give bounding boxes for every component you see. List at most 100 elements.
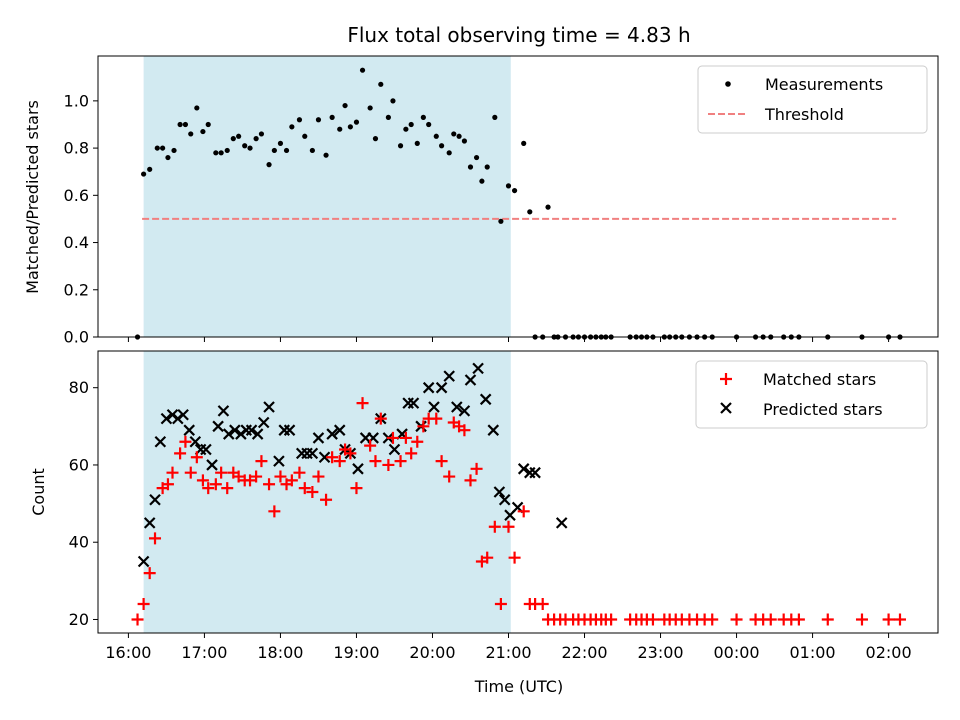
legend-label-measurements: Measurements xyxy=(765,75,883,94)
matched-stars-point xyxy=(312,470,325,483)
bottom-legend-box xyxy=(695,360,928,429)
matched-stars-point xyxy=(502,520,515,533)
measurement-point xyxy=(347,124,353,130)
measurement-point xyxy=(446,150,452,156)
predicted-stars-point xyxy=(498,493,511,506)
measurement-point xyxy=(353,119,360,125)
matched-stars-point xyxy=(605,613,618,626)
measurement-point xyxy=(461,138,468,144)
measurement-point xyxy=(479,178,485,184)
measurement-point xyxy=(439,143,445,149)
measurement-point xyxy=(342,102,348,109)
predicted-stars-point xyxy=(517,463,530,475)
x-tick-label: 23:00 xyxy=(637,643,683,662)
y-tick-label: 0.6 xyxy=(64,186,89,205)
predicted-stars-point xyxy=(149,493,161,506)
matched-stars-point xyxy=(399,431,412,444)
matched-stars-point xyxy=(374,412,387,425)
legend-label-matched: Matched stars xyxy=(763,370,876,389)
matched-stars-point xyxy=(517,505,530,518)
matched-stars-point xyxy=(161,478,174,491)
bottom-x-ticks: 16:00 17:00 18:00 19:00 20:00 21:00 22:00 23:00… xyxy=(105,633,912,662)
matched-stars-point xyxy=(326,451,339,464)
matched-stars-point xyxy=(481,551,494,564)
predicted-stars-point xyxy=(183,424,195,436)
measurement-point xyxy=(545,204,551,210)
top-axes-frame xyxy=(97,55,939,338)
measurement-point xyxy=(378,81,384,87)
measurement-point xyxy=(505,183,512,189)
predicted-stars-point xyxy=(388,443,401,456)
measurement-point xyxy=(403,126,409,132)
matched-stars-point xyxy=(458,424,471,437)
predicted-stars-point xyxy=(451,401,463,413)
matched-stars-point xyxy=(470,462,483,475)
y-tick-label: 20 xyxy=(69,610,89,629)
measurement-point xyxy=(253,136,259,142)
matched-stars-point xyxy=(382,458,395,471)
matched-stars-point xyxy=(488,520,501,533)
matched-stars-point xyxy=(855,613,868,626)
y-tick-label: 0.2 xyxy=(64,280,89,299)
measurement-point xyxy=(283,147,290,154)
matched-stars-point xyxy=(430,412,443,425)
matched-stars-point xyxy=(174,447,187,460)
matched-stars-point xyxy=(443,470,456,483)
x-tick-label: 01:00 xyxy=(790,643,836,662)
matched-stars-point xyxy=(179,435,192,448)
y-tick-label: 0.8 xyxy=(64,139,89,158)
matched-stars-point xyxy=(244,474,257,487)
matched-stars-point xyxy=(350,482,363,495)
matched-stars-point xyxy=(190,451,203,464)
measurement-point xyxy=(154,145,160,151)
y-tick-label: 60 xyxy=(69,455,89,474)
predicted-stars-point xyxy=(222,428,235,440)
matched-stars-point xyxy=(298,482,311,495)
predicted-stars-point xyxy=(326,428,338,440)
matched-stars-point xyxy=(706,613,719,626)
count-panel: 20 40 60 80 16:00 17:00 18:00 19:00 20:00 21:00 2… xyxy=(29,350,939,696)
matched-stars-point xyxy=(263,478,276,491)
matched-stars-point xyxy=(764,613,777,626)
x-tick-label: 17:00 xyxy=(181,643,227,662)
matched-stars-point xyxy=(536,598,549,611)
matched-stars-point xyxy=(893,613,906,626)
matched-stars-point xyxy=(131,613,144,626)
matched-stars-point xyxy=(394,455,407,468)
legend-label-threshold: Threshold xyxy=(764,105,844,124)
ratio-panel: Flux total observing time = 4.83 h 0.00.… xyxy=(23,23,939,347)
predicted-stars-point xyxy=(407,397,420,409)
matched-stars-point xyxy=(209,478,222,491)
matched-stars-point xyxy=(821,613,834,626)
measurement-point xyxy=(492,114,498,120)
legend-marker-measurements xyxy=(725,81,731,87)
measurement-point xyxy=(194,105,200,111)
measurement-point xyxy=(271,147,277,154)
measurement-point xyxy=(433,133,439,139)
y-tick-label: 40 xyxy=(69,533,89,552)
predicted-stars-point xyxy=(137,555,150,568)
measurement-point xyxy=(451,131,457,137)
measurement-point xyxy=(329,114,335,120)
matched-stars-point xyxy=(268,505,281,518)
measurement-point xyxy=(224,147,230,154)
predicted-stars-point xyxy=(472,362,484,375)
y-tick-label: 80 xyxy=(69,378,89,397)
measurement-point xyxy=(247,145,253,151)
predicted-stars-point xyxy=(189,436,202,448)
measurement-point xyxy=(385,114,391,120)
predicted-stars-point xyxy=(428,401,440,413)
measurement-point xyxy=(456,133,462,139)
predicted-stars-point xyxy=(245,424,258,436)
measurement-point xyxy=(218,150,224,156)
predicted-stars-point xyxy=(443,370,455,382)
matched-stars-point xyxy=(344,447,357,460)
measurement-point xyxy=(323,152,329,158)
matched-stars-point xyxy=(293,466,306,479)
measurement-point xyxy=(359,67,366,73)
predicted-stars-points xyxy=(137,362,568,568)
predicted-stars-point xyxy=(435,381,448,394)
legend-label-predicted: Predicted stars xyxy=(763,400,883,419)
matched-stars-point xyxy=(250,470,263,483)
measurement-point xyxy=(296,117,303,123)
